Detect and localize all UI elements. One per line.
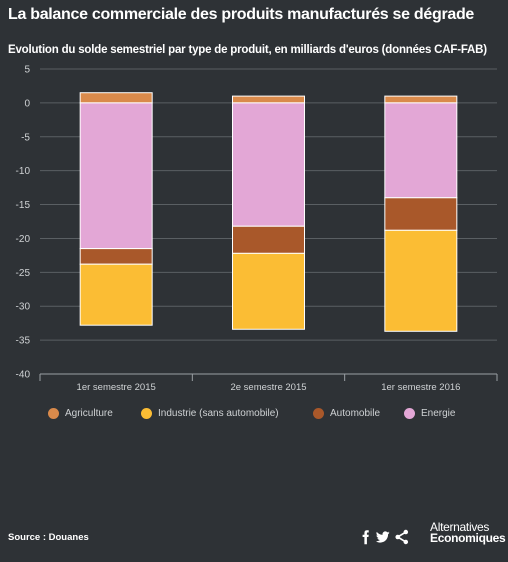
x-tick-label: 2e semestre 2015 <box>230 382 306 393</box>
x-tick-label: 1er semestre 2015 <box>77 382 156 393</box>
y-tick-label: -40 <box>16 370 31 381</box>
legend: Agriculture Industrie (sans automobile) Au… <box>0 408 508 424</box>
bar-segment <box>79 263 153 326</box>
stacked-bar-chart: 5 0 -5 -10 -15 -20 -25 -30 -35 -40 1er semestre 2… <box>16 65 498 393</box>
y-tick-label: -10 <box>16 166 31 177</box>
y-tick-label: -20 <box>16 234 31 245</box>
bar-segment <box>384 197 458 231</box>
bar-segment <box>384 95 458 104</box>
legend-item: Industrie (sans automobile) <box>141 408 279 419</box>
y-tick-labels: 5 0 -5 -10 -15 -20 -25 -30 -35 -40 <box>16 65 31 381</box>
x-tick-label: 1er semestre 2016 <box>381 382 460 393</box>
twitter-icon[interactable] <box>375 531 390 543</box>
legend-label: Agriculture <box>65 408 113 419</box>
chart-subtitle: Evolution du solde semestriel par type d… <box>8 44 487 56</box>
logo-line-1: Alternatives <box>430 520 490 534</box>
legend-swatch <box>404 408 415 419</box>
source-note: Source : Douanes <box>8 532 89 543</box>
facebook-icon[interactable] <box>362 530 369 545</box>
bar-segment <box>79 102 153 250</box>
bar-segment <box>232 252 305 330</box>
bar-segment <box>232 95 305 104</box>
legend-item: Automobile <box>313 408 380 419</box>
y-tick-label: -5 <box>21 132 30 143</box>
chart-title: La balance commerciale des produits manu… <box>8 6 475 23</box>
y-tick-label: -15 <box>16 200 31 211</box>
legend-label: Industrie (sans automobile) <box>158 408 279 419</box>
share-icon[interactable] <box>395 529 409 545</box>
y-tick-label: 0 <box>24 98 30 109</box>
bar-segment <box>384 229 458 332</box>
legend-swatch <box>141 408 152 419</box>
bar-segment <box>232 102 305 227</box>
bar-segment <box>232 225 305 254</box>
legend-label: Automobile <box>330 408 381 419</box>
publisher-logo[interactable]: Alternatives Economiques <box>430 520 506 545</box>
y-tick-label: -30 <box>16 302 31 313</box>
bar-segment <box>79 248 153 265</box>
legend-label: Energie <box>421 408 456 419</box>
logo-line-2: Economiques <box>430 531 506 545</box>
x-axis: 1er semestre 2015 2e semestre 2015 1er sem… <box>39 373 498 393</box>
legend-item: Energie <box>404 408 455 419</box>
y-tick-label: 5 <box>24 65 30 76</box>
legend-swatch <box>48 408 59 419</box>
legend-item: Agriculture <box>48 408 113 419</box>
share-toolbar <box>362 529 409 545</box>
y-tick-label: -25 <box>16 268 31 279</box>
bar-segment <box>79 92 153 104</box>
bars <box>79 92 458 332</box>
y-tick-label: -35 <box>16 336 31 347</box>
bar-segment <box>384 102 458 199</box>
legend-swatch <box>313 408 324 419</box>
